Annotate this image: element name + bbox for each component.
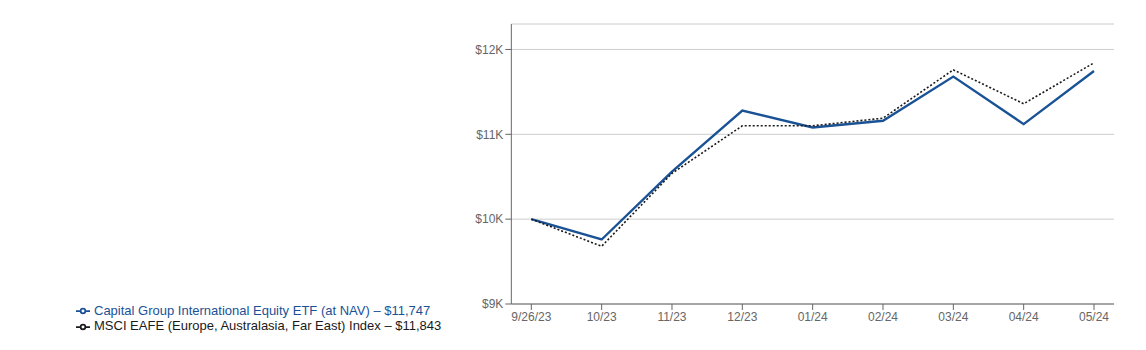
svg-text:$11K: $11K — [476, 128, 503, 142]
svg-text:$10K: $10K — [475, 212, 503, 226]
html-text:MSCI EAFE (Europe, Australasia: MSCI EAFE (Europe, Australasia, Far East… — [94, 318, 442, 334]
svg-text:$12K: $12K — [475, 43, 503, 57]
svg-text:$9K: $9K — [482, 297, 503, 311]
svg-text:11/23: 11/23 — [657, 310, 686, 324]
svg-text:10/23: 10/23 — [587, 310, 617, 324]
html-text:Capital Group International Eq: Capital Group International Equity ETF (… — [94, 302, 431, 318]
svg-text:12/23: 12/23 — [727, 310, 757, 324]
svg-text:03/24: 03/24 — [938, 310, 968, 324]
svg-text:02/24: 02/24 — [868, 310, 898, 324]
svg-text:01/24: 01/24 — [798, 310, 828, 324]
svg-text:9/26/23: 9/26/23 — [511, 310, 551, 324]
svg-text:05/24: 05/24 — [1079, 310, 1109, 324]
svg-text:04/24: 04/24 — [1009, 310, 1039, 324]
